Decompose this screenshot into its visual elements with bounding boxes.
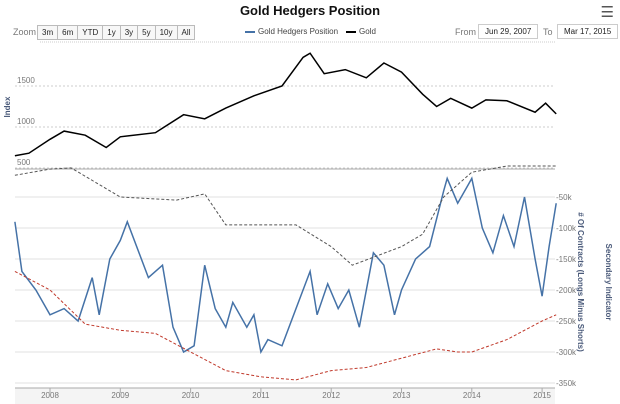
hedgers-position-line (14, 176, 557, 355)
legend-item-gold[interactable]: Gold (346, 27, 376, 36)
chart-title: Gold Hedgers Position (239, 3, 381, 18)
x-tick-label: 2012 (322, 391, 340, 400)
to-date-input[interactable]: Mar 17, 2015 (557, 24, 619, 39)
zoom-buttons: 3m 6m YTD 1y 3y 5y 10y All (37, 25, 196, 40)
secondary-gray-dashed-line (14, 165, 557, 266)
secondary-red-dashed-line (14, 270, 557, 381)
y-tick-lower: -350k (556, 379, 577, 388)
y-tick-upper: 1000 (17, 117, 35, 126)
y-axis-label-index: Index (3, 96, 12, 117)
zoom-6m-button[interactable]: 6m (58, 26, 79, 39)
zoom-all-button[interactable]: All (177, 26, 195, 39)
zoom-3y-button[interactable]: 3y (120, 26, 139, 39)
legend: Gold Hedgers Position Gold (245, 27, 376, 36)
y-axis-label-secondary: Secondary Indicator (604, 244, 613, 321)
zoom-3m-button[interactable]: 3m (38, 26, 59, 39)
y-tick-lower: -50k (556, 193, 573, 202)
x-tick-label: 2013 (393, 391, 411, 400)
x-tick-label: 2015 (533, 391, 551, 400)
y-tick-upper: 500 (17, 158, 31, 167)
y-tick-lower: -150k (556, 255, 577, 264)
y-tick-lower: -250k (556, 317, 577, 326)
hamburger-menu-icon[interactable]: ☰ (600, 4, 614, 21)
legend-item-hedgers[interactable]: Gold Hedgers Position (245, 27, 338, 36)
y-tick-lower: -200k (556, 286, 577, 295)
zoom-label: Zoom (13, 27, 37, 37)
x-tick-label: 2014 (463, 391, 481, 400)
y-tick-lower: -100k (556, 224, 577, 233)
zoom-5y-button[interactable]: 5y (138, 26, 156, 39)
gold-series-line (14, 52, 557, 157)
x-axis-band (15, 388, 555, 404)
y-tick-upper: 1500 (17, 76, 35, 85)
y-axis-label-contracts: # Of Contracts (Longs Minus Shorts) (576, 212, 585, 352)
x-tick-label: 2008 (41, 391, 59, 400)
from-label: From (455, 27, 476, 37)
zoom-10y-button[interactable]: 10y (155, 26, 178, 39)
to-label: To (543, 27, 553, 37)
zoom-1y-button[interactable]: 1y (103, 26, 121, 39)
y-tick-lower: -300k (556, 348, 577, 357)
x-tick-label: 2011 (252, 391, 270, 400)
from-date-input[interactable]: Jun 29, 2007 (478, 24, 539, 39)
x-tick-label: 2009 (111, 391, 129, 400)
zoom-ytd-button[interactable]: YTD (78, 26, 104, 39)
x-tick-label: 2010 (182, 391, 200, 400)
